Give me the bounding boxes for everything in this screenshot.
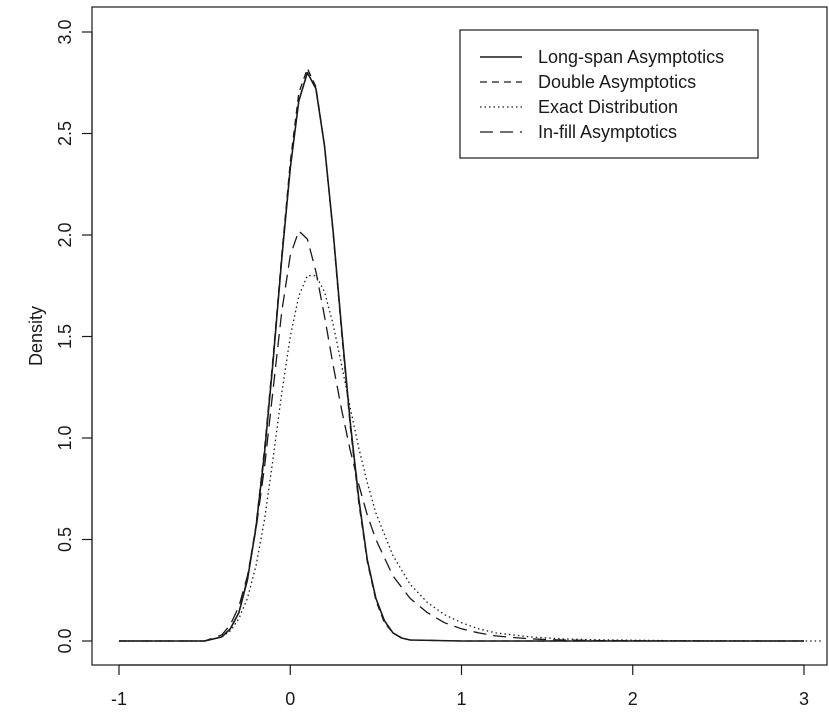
series-line-2: [119, 67, 804, 642]
x-tick-label: 3: [799, 689, 809, 709]
legend: Long-span Asymptotics Double Asymptotics E…: [459, 29, 759, 159]
y-tick-label: 1.5: [55, 324, 75, 349]
x-axis: -1 0 1 2 3: [111, 664, 809, 709]
x-tick-label: -1: [111, 689, 127, 709]
legend-label-4: In-fill Asymptotics: [538, 122, 677, 142]
y-tick-label: 0.5: [55, 527, 75, 552]
y-axis: 0.0 0.5 1.0 1.5 2.0 2.5 3.0: [55, 19, 93, 654]
legend-label-3: Exact Distribution: [538, 97, 678, 117]
series-layer: [119, 67, 822, 642]
x-tick-label: 0: [285, 689, 295, 709]
x-tick-label: 1: [456, 689, 466, 709]
y-tick-label: 1.0: [55, 425, 75, 450]
legend-label-2: Double Asymptotics: [538, 72, 696, 92]
y-tick-label: 0.0: [55, 628, 75, 653]
series-line-3: [119, 274, 822, 642]
y-axis-label: Density: [26, 306, 46, 366]
y-tick-label: 2.5: [55, 121, 75, 146]
legend-box: [459, 29, 759, 159]
y-tick-label: 2.0: [55, 222, 75, 247]
legend-label-1: Long-span Asymptotics: [538, 47, 724, 67]
x-tick-label: 2: [628, 689, 638, 709]
series-line-4: [119, 230, 804, 642]
y-tick-label: 3.0: [55, 19, 75, 44]
